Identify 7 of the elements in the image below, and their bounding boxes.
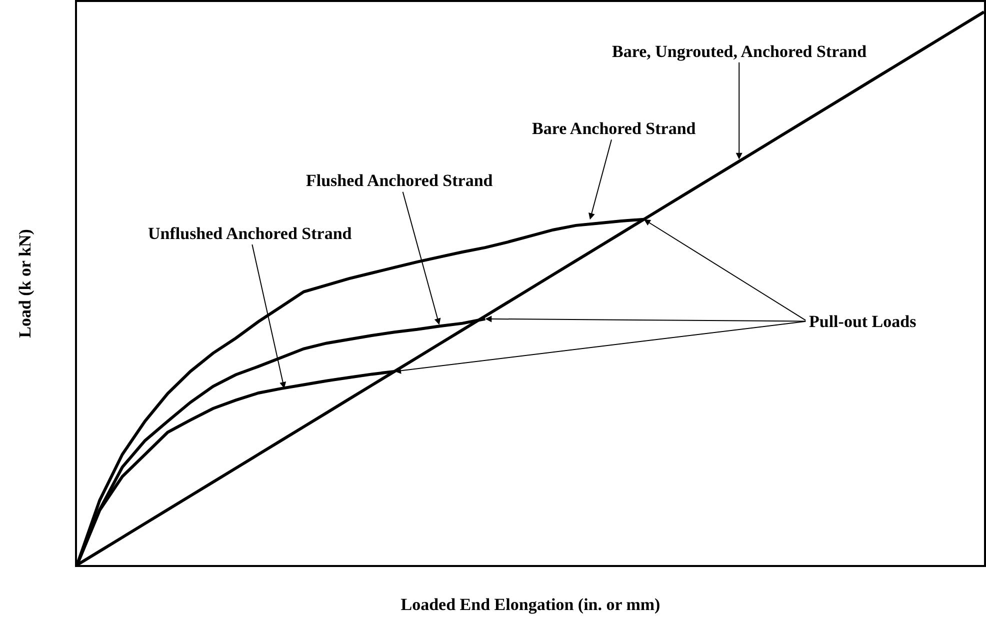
x-axis-title: Loaded End Elongation (in. or mm) [400,595,660,614]
annotation: Bare, Ungrouted, Anchored Strand [612,42,868,61]
annotation: Unflushed Anchored Strand [148,224,352,243]
annotation: Pull-out Loads [809,312,917,331]
annotation: Flushed Anchored Strand [306,171,494,190]
annotation: Bare Anchored Strand [532,119,696,138]
y-axis-title: Load (k or kN) [15,229,34,338]
